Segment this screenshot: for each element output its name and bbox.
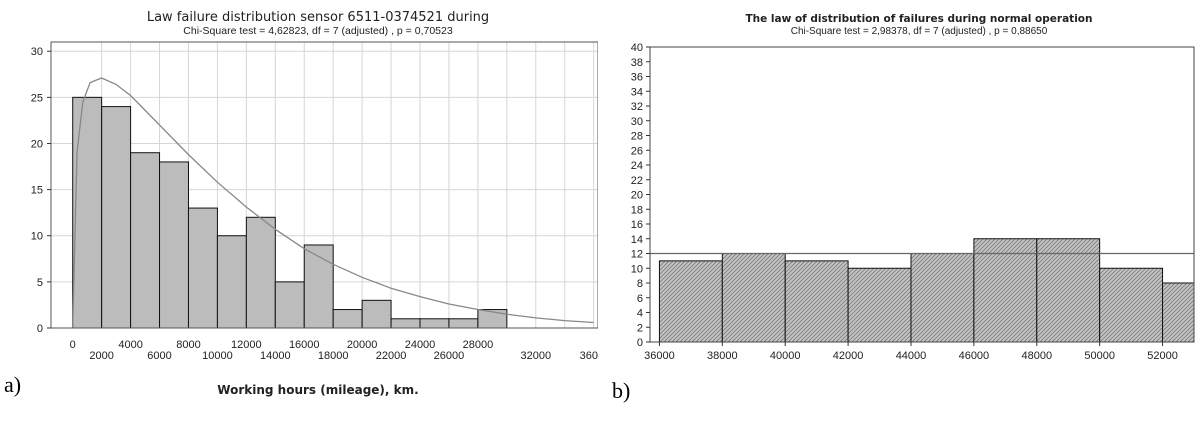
chart-a-xtick-label-lower: 32000 — [520, 350, 551, 362]
chart-a-subtitle: Chi-Square test = 4,62823, df = 7 (adjus… — [183, 25, 453, 37]
chart-b-ytick-label: 4 — [637, 308, 643, 320]
chart-b-ytick-label: 20 — [631, 190, 643, 202]
chart-a-ytick-label: 25 — [31, 92, 43, 104]
chart-b-ytick-label: 22 — [631, 175, 643, 187]
chart-a-xlabel: Working hours (mileage), km. — [217, 383, 418, 397]
chart-a-bar — [159, 161, 189, 329]
chart-a-xtick-label-lower: 18000 — [318, 350, 349, 362]
chart-a-bar — [274, 281, 305, 329]
chart-a-bar — [419, 318, 450, 329]
chart-a-xtick-label-upper: 20000 — [347, 339, 378, 351]
chart-b-ytick-label: 26 — [631, 145, 643, 157]
chart-b-bar — [784, 260, 849, 343]
chart-a-ytick-label: 0 — [37, 323, 43, 335]
chart-b-xtick-label: 48000 — [1021, 350, 1052, 362]
chart-b-bar — [658, 260, 723, 343]
chart-b-ytick-label: 34 — [631, 86, 643, 98]
chart-a-bar — [130, 152, 161, 329]
chart-a-bar — [216, 235, 247, 329]
chart-b-xtick-label: 50000 — [1084, 350, 1115, 362]
chart-a-xtick-label-lower: 10000 — [202, 350, 233, 362]
chart-a-bar — [245, 216, 276, 329]
chart-a-ytick-label: 20 — [31, 138, 43, 150]
chart-b-bar — [1162, 282, 1195, 343]
chart-b-svg: The law of distribution of failures duri… — [598, 0, 1196, 421]
panel-label-a: a) — [4, 372, 22, 397]
chart-b-bar — [1036, 238, 1101, 343]
chart-a-bar — [361, 299, 392, 329]
chart-a-xtick-label-lower: 6000 — [147, 350, 171, 362]
chart-a-xtick-label-upper: 28000 — [463, 339, 494, 351]
chart-a-ytick-label: 15 — [31, 185, 43, 197]
chart-b-xtick-label: 36000 — [644, 350, 675, 362]
chart-b-ytick-label: 28 — [631, 131, 643, 143]
chart-b-xtick-label: 44000 — [896, 350, 927, 362]
chart-a-xtick-label-lower: 3600( — [580, 350, 600, 362]
chart-b-xtick-label: 46000 — [959, 350, 990, 362]
chart-b-ytick-label: 6 — [637, 293, 643, 305]
chart-a-title: Law failure distribution sensor 6511-037… — [147, 10, 489, 25]
chart-a-bar — [187, 207, 218, 329]
chart-b-title: The law of distribution of failures duri… — [746, 13, 1093, 25]
chart-a-xtick-label-lower: 2000 — [89, 350, 113, 362]
chart-b-ytick-label: 16 — [631, 219, 643, 231]
chart-a-fit-curve — [72, 77, 594, 329]
chart-b-ytick-label: 8 — [637, 278, 643, 290]
chart-b-ytick-label: 10 — [631, 263, 643, 275]
chart-a-ytick-label: 30 — [31, 46, 43, 58]
chart-b-ytick-label: 18 — [631, 204, 643, 216]
chart-b-ytick-label: 32 — [631, 101, 643, 113]
chart-a-xtick-label-upper: 8000 — [176, 339, 200, 351]
chart-b-xtick-label: 40000 — [770, 350, 801, 362]
chart-a-xtick-label-upper: 12000 — [231, 339, 262, 351]
chart-b-ytick-label: 30 — [631, 116, 643, 128]
chart-a-bar — [448, 318, 479, 329]
chart-b-bar — [721, 253, 786, 343]
chart-a-xtick-label-upper: 0 — [70, 339, 76, 351]
panel-label-b: b) — [612, 378, 631, 403]
chart-b-subtitle: Chi-Square test = 2,98378, df = 7 (adjus… — [791, 26, 1048, 37]
chart-a-bar — [390, 318, 421, 329]
chart-a-xtick-label-upper: 24000 — [405, 339, 436, 351]
chart-b-ytick-label: 40 — [631, 42, 643, 54]
chart-b-ytick-label: 12 — [631, 249, 643, 261]
chart-b-ytick-label: 36 — [631, 72, 643, 84]
chart-b-xtick-label: 42000 — [833, 350, 864, 362]
chart-b-bar — [1099, 267, 1164, 343]
chart-b-bar — [847, 267, 912, 343]
chart-a-panel: Law failure distribution sensor 6511-037… — [4, 10, 600, 397]
chart-b-ytick-label: 14 — [631, 234, 643, 246]
chart-b-ytick-label: 2 — [637, 322, 643, 334]
chart-a-xtick-label-lower: 26000 — [434, 350, 465, 362]
chart-a-ytick-label: 5 — [37, 277, 43, 289]
chart-b-ytick-label: 24 — [631, 160, 643, 172]
chart-a-bar — [72, 96, 103, 329]
chart-b-ytick-label: 38 — [631, 57, 643, 69]
chart-a-xtick-label-upper: 16000 — [289, 339, 320, 351]
chart-b-bar — [910, 253, 975, 343]
chart-a-xtick-label-lower: 22000 — [376, 350, 407, 362]
chart-a-svg: Law failure distribution sensor 6511-037… — [30, 10, 600, 397]
chart-a-xtick-label-upper: 4000 — [118, 339, 142, 351]
chart-a-bar — [101, 106, 132, 329]
chart-b-ytick-label: 0 — [637, 337, 643, 349]
chart-a-bar — [332, 309, 363, 329]
chart-b-xtick-label: 52000 — [1147, 350, 1178, 362]
chart-a-bar — [303, 244, 334, 329]
chart-a-ytick-label: 10 — [31, 231, 43, 243]
chart-a-xtick-label-lower: 14000 — [260, 350, 291, 362]
chart-b-panel: The law of distribution of failures duri… — [598, 0, 1196, 421]
chart-b-bar — [973, 238, 1038, 343]
chart-b-xtick-label: 38000 — [707, 350, 738, 362]
